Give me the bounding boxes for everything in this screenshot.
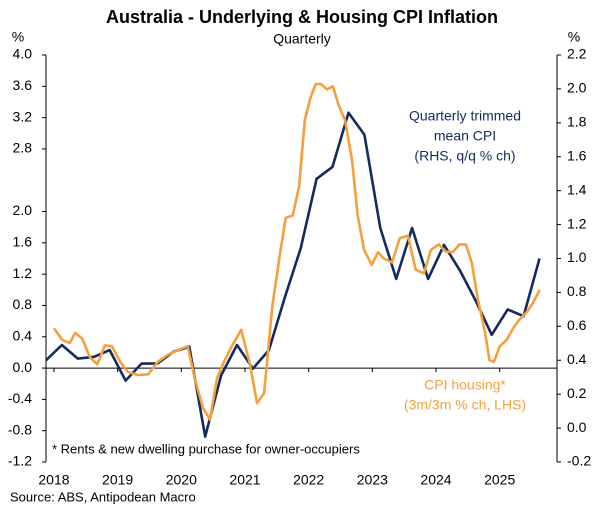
y-tick-label: 3.2 [13, 108, 33, 124]
x-tick-label: 2023 [357, 472, 388, 488]
chart-title: Australia - Underlying & Housing CPI Inf… [106, 7, 498, 27]
y2-tick-label: 0.2 [567, 385, 587, 401]
y-tick-label: 3.6 [13, 77, 33, 93]
x-tick-label: 2019 [102, 472, 133, 488]
y2-tick-label: 1.0 [567, 249, 587, 265]
y-tick-label: -1.2 [8, 453, 32, 469]
x-tick-label: 2018 [38, 472, 69, 488]
y-axis-label: % [12, 29, 24, 45]
series-label: mean CPI [434, 128, 496, 144]
y-tick-label: 4.0 [13, 46, 33, 62]
y2-tick-label: 0.8 [567, 283, 587, 299]
x-tick-label: 2021 [229, 472, 260, 488]
source: Source: ABS, Antipodean Macro [10, 489, 196, 504]
y2-tick-label: 1.6 [567, 147, 587, 163]
y2-tick-label: 1.4 [567, 181, 587, 197]
x-tick-label: 2025 [484, 472, 515, 488]
x-tick-label: 2024 [420, 472, 451, 488]
series-line [45, 111, 541, 438]
y-tick-label: -0.4 [8, 390, 32, 406]
y2-tick-label: -0.2 [567, 453, 591, 469]
y-tick-label: 1.6 [13, 234, 33, 250]
series-line [52, 82, 541, 421]
y-tick-label: 2.0 [13, 202, 33, 218]
y2-axis-label: % [568, 29, 580, 45]
y2-tick-label: 1.2 [567, 215, 587, 231]
footnote: * Rents & new dwelling purchase for owne… [52, 441, 360, 456]
y2-tick-label: 2.2 [567, 46, 587, 62]
y-tick-label: 1.2 [13, 265, 33, 281]
y2-tick-label: 0.0 [567, 419, 587, 435]
x-tick-label: 2022 [293, 472, 324, 488]
y-tick-label: 0.4 [13, 327, 33, 343]
series-label: (RHS, q/q % ch) [414, 148, 515, 164]
series-label: CPI housing* [424, 377, 506, 393]
y2-tick-label: 2.0 [567, 80, 587, 96]
chart-subtitle: Quarterly [273, 31, 331, 47]
y-tick-label: 0.8 [13, 296, 33, 312]
series-label: (3m/3m % ch, LHS) [404, 397, 526, 413]
y2-tick-label: 0.6 [567, 317, 587, 333]
y-tick-label: -0.8 [8, 421, 32, 437]
series-label: Quarterly trimmed [409, 108, 521, 124]
y-tick-label: 0.0 [13, 359, 33, 375]
y-tick-label: 2.8 [13, 140, 33, 156]
x-tick-label: 2020 [166, 472, 197, 488]
y2-tick-label: 1.8 [567, 114, 587, 130]
y2-tick-label: 0.4 [567, 351, 587, 367]
